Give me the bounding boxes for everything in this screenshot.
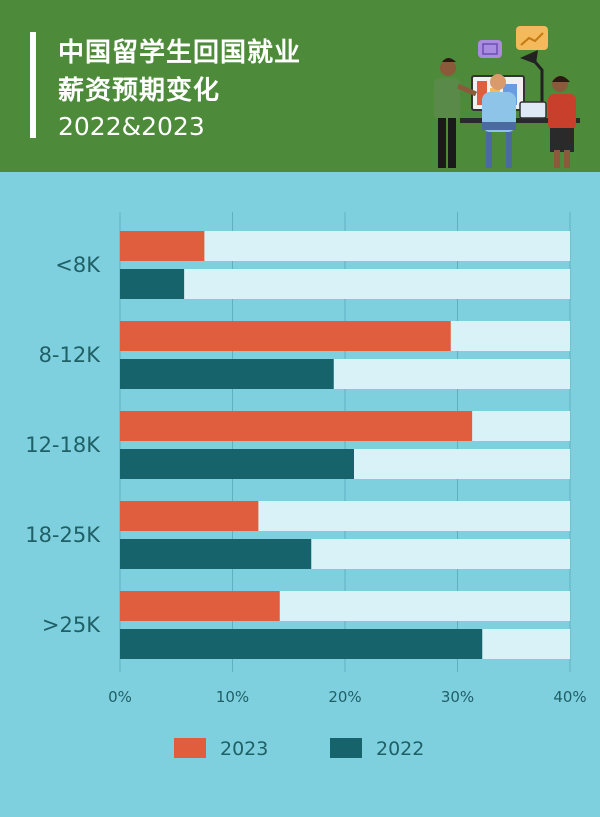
- category-label: 18-25K: [25, 523, 101, 547]
- x-tick-labels: 0% 10% 20% 30% 40%: [108, 688, 587, 706]
- bar-2022-2: [120, 449, 354, 479]
- category-label: 8-12K: [39, 343, 102, 367]
- photo-icon-inner: [482, 43, 498, 55]
- x-tick-label: 10%: [216, 688, 249, 706]
- x-tick-label: 20%: [328, 688, 361, 706]
- x-tick-label: 40%: [553, 688, 586, 706]
- bar-2022-0: [120, 269, 185, 299]
- legend-label: 2023: [220, 738, 268, 760]
- bar-track: [120, 269, 570, 299]
- legend: 2023 2022: [174, 738, 424, 760]
- legend-swatch-2023: [174, 738, 206, 758]
- bars: [120, 231, 483, 659]
- bar-2023-4: [120, 591, 280, 621]
- bar-2022-1: [120, 359, 334, 389]
- bar-2023-0: [120, 231, 205, 261]
- header-banner: 中国留学生回国就业 薪资预期变化 2022&2023: [0, 0, 600, 172]
- category-labels: <8K 8-12K 12-18K 18-25K >25K: [25, 253, 101, 637]
- chart-title-line1: 中国留学生回国就业: [58, 38, 302, 68]
- chart-title-line2: 薪资预期变化: [58, 76, 221, 106]
- chart-card-line: [520, 32, 544, 46]
- title-accent-bar: [30, 32, 36, 138]
- bar-2022-3: [120, 539, 312, 569]
- category-label: >25K: [42, 613, 101, 637]
- legend-swatch-2022: [330, 738, 362, 758]
- category-label: <8K: [55, 253, 101, 277]
- legend-label: 2022: [376, 738, 424, 760]
- bar-2023-2: [120, 411, 473, 441]
- people-working-illustration: [434, 26, 580, 168]
- desk: [460, 118, 580, 123]
- category-label: 12-18K: [25, 433, 101, 457]
- x-tick-label: 30%: [441, 688, 474, 706]
- bar-2022-4: [120, 629, 483, 659]
- bar-2023-1: [120, 321, 451, 351]
- photo-icon: [478, 40, 502, 58]
- laptop-icon: [519, 101, 547, 119]
- x-tick-label: 0%: [108, 688, 132, 706]
- chart-subtitle: 2022&2023: [58, 112, 205, 141]
- bar-2023-3: [120, 501, 259, 531]
- chart-card-icon: [516, 26, 548, 50]
